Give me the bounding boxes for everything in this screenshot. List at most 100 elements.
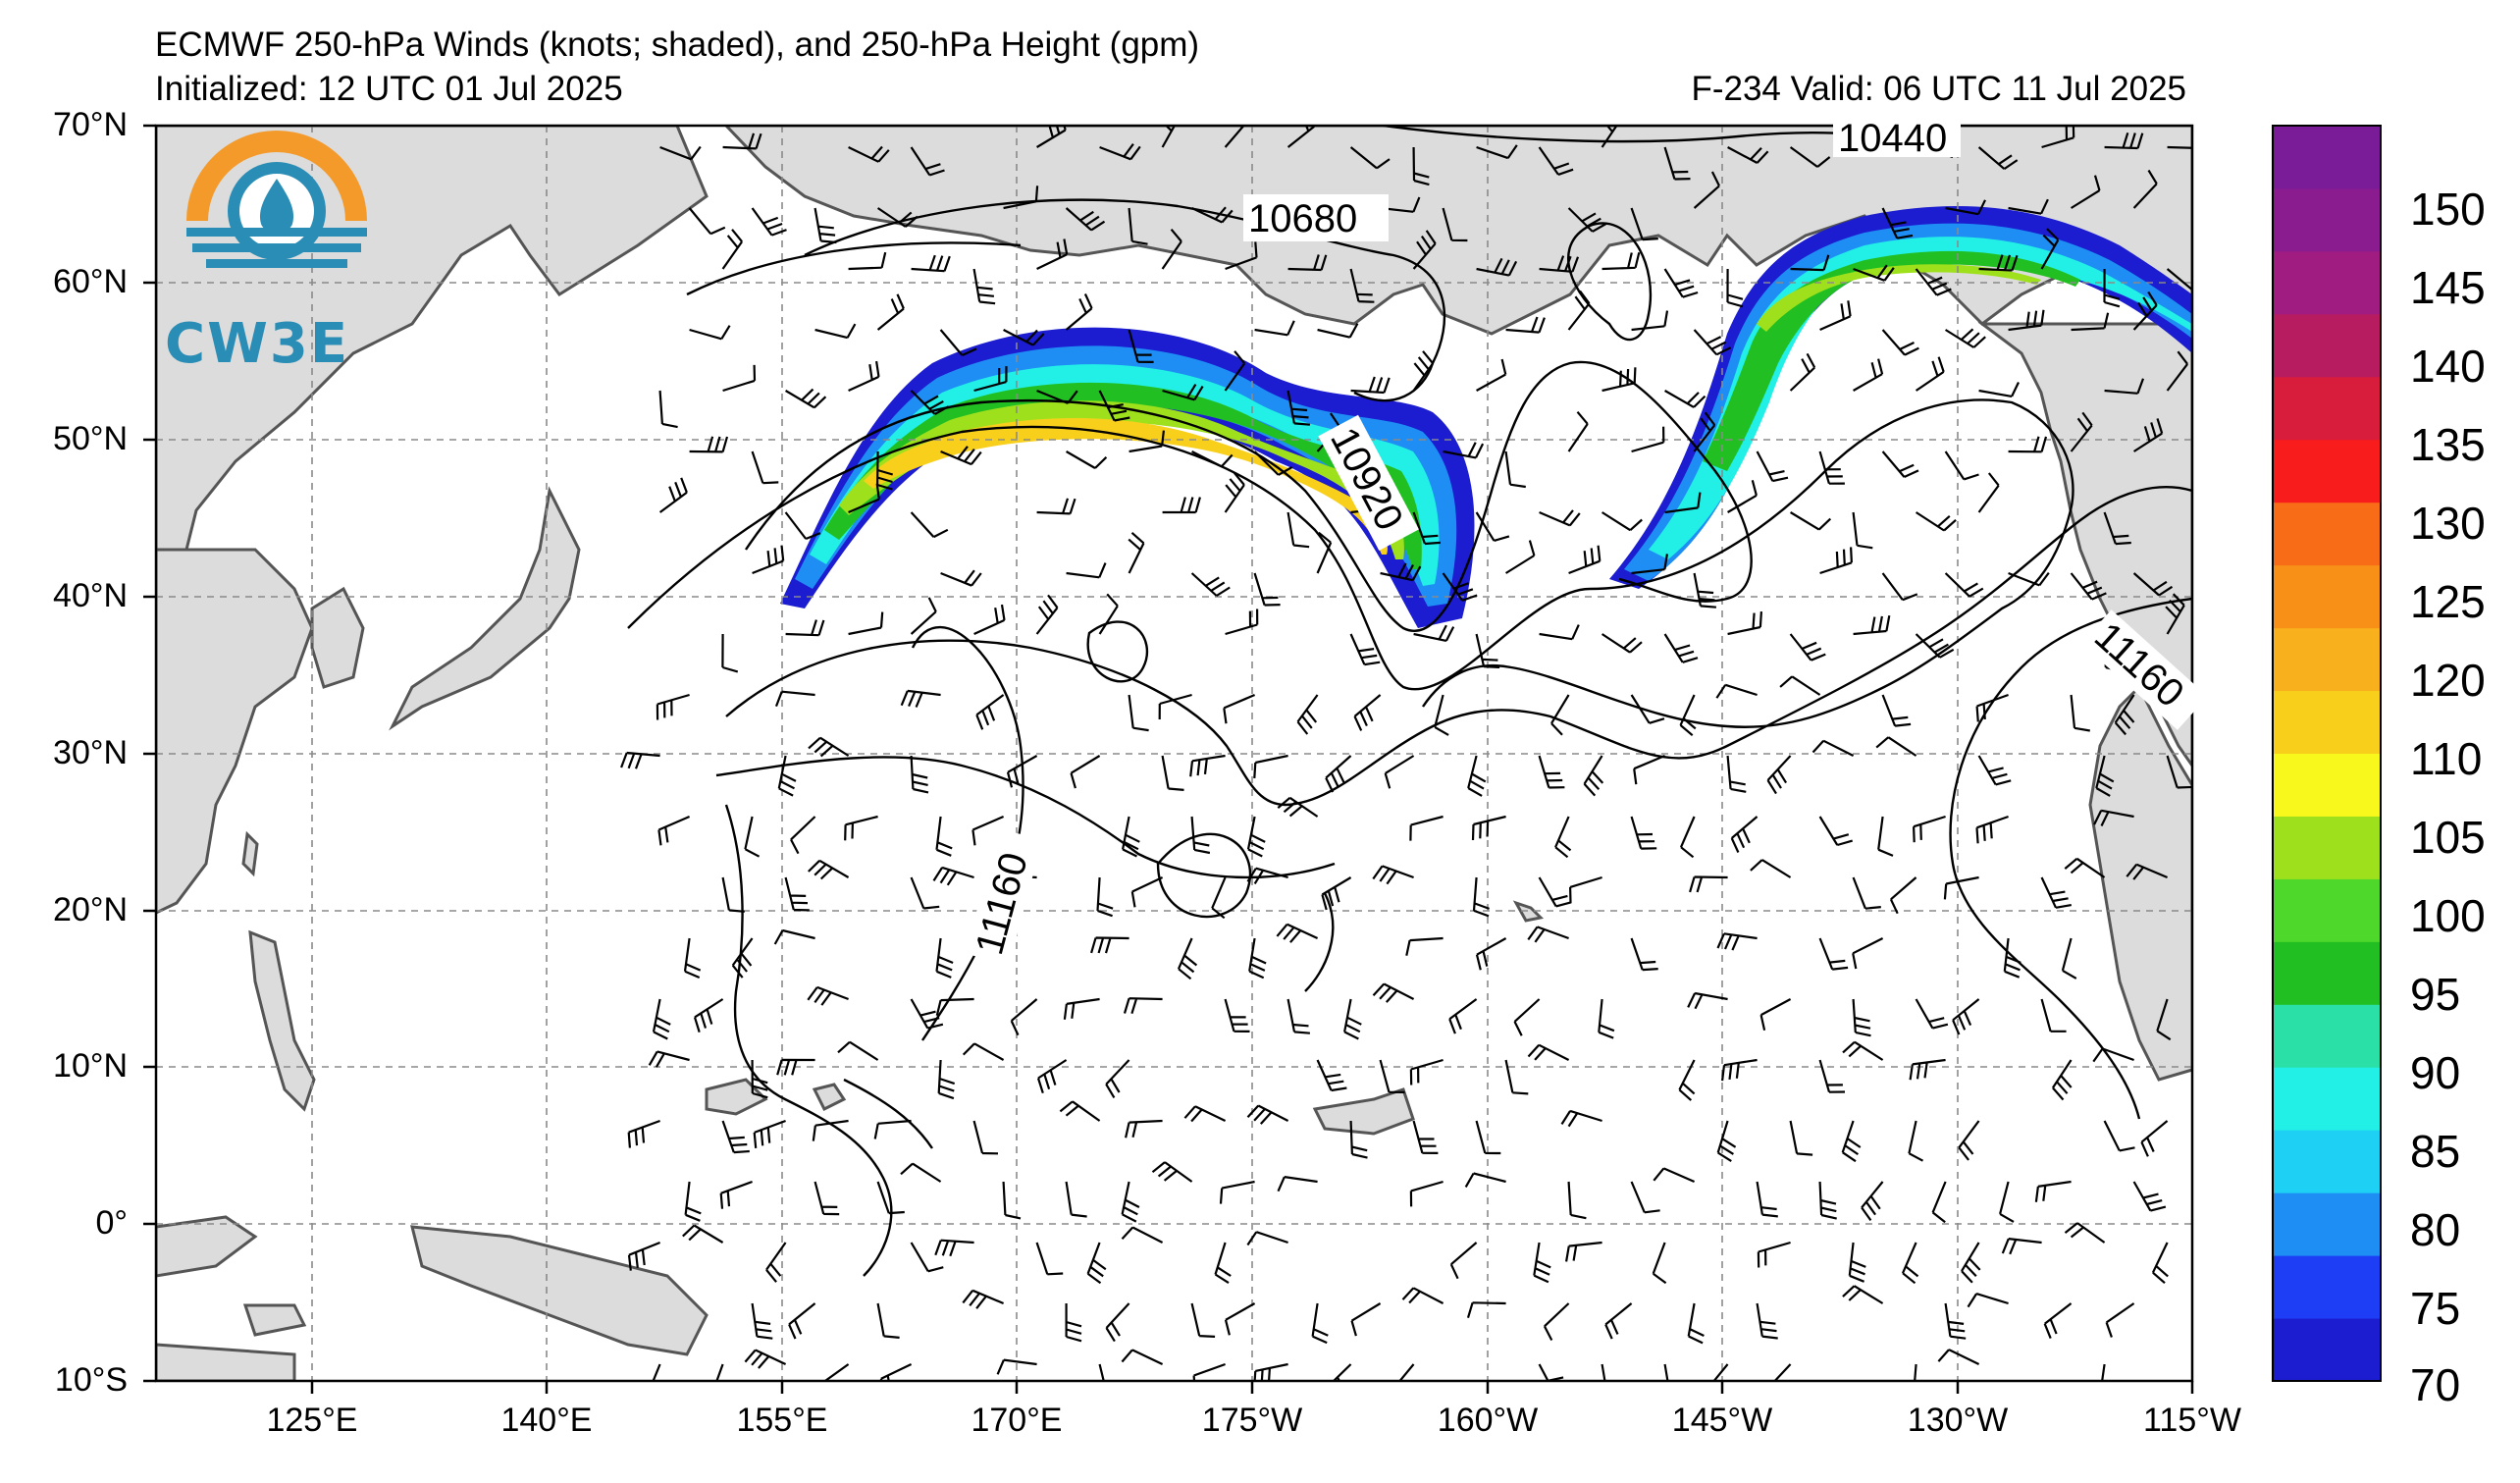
wind-barb (932, 866, 974, 886)
wind-barb (790, 816, 816, 855)
wind-barb (1412, 146, 1430, 186)
map-frame (154, 124, 2194, 1383)
wind-barb (1958, 1120, 1980, 1161)
wind-barb (1853, 264, 1895, 282)
wind-barb (1287, 254, 1328, 272)
colorbar-frame (2272, 125, 2382, 1382)
wind-barb (2043, 1302, 2073, 1340)
wind-barb (2103, 1120, 2135, 1152)
wind-barb (1505, 316, 1546, 334)
wind-barb (1901, 1242, 1919, 1285)
wind-barb (1059, 1100, 1101, 1122)
lon-label: 170°E (971, 1402, 1063, 1439)
wind-barb (1321, 876, 1352, 911)
wind-barb (876, 1181, 905, 1215)
colorbar-swatch (2273, 564, 2381, 629)
colorbar-label: 80 (2410, 1204, 2461, 1255)
wind-barb (2040, 228, 2060, 270)
wind-barb (648, 1050, 690, 1068)
wind-barb (1630, 694, 1665, 724)
wind-barb (848, 251, 887, 271)
wind-barb (910, 390, 950, 415)
wind-barb (1412, 1120, 1439, 1154)
wind-barb (1630, 1181, 1660, 1214)
wind-barb (1952, 998, 1980, 1035)
colorbar (2273, 126, 2381, 1382)
wind-barb (1539, 624, 1580, 641)
wind-barb (2166, 268, 2192, 291)
contour-label: 10440 (1838, 117, 1947, 160)
wind-barb (1349, 268, 1375, 303)
wind-barb (1476, 144, 1518, 160)
wind-barb (1380, 562, 1422, 582)
wind-barb (1567, 207, 1607, 233)
wind-barb (814, 207, 837, 244)
wind-barb (689, 436, 729, 453)
wind-barb (659, 145, 702, 161)
wind-barb (1687, 991, 1728, 1010)
wind-barb (1915, 998, 1949, 1030)
wind-barb (1750, 859, 1792, 878)
wind-barb (1915, 633, 1955, 659)
wind-barb (1944, 450, 1979, 481)
wind-barb (1790, 511, 1832, 531)
wind-barb (731, 937, 754, 979)
wind-barb (1693, 411, 1716, 452)
wind-barb (2008, 198, 2049, 215)
wind-barb (1504, 1059, 1529, 1095)
lon-label: 140°E (500, 1402, 593, 1439)
wind-barb (1693, 329, 1732, 356)
wind-barb (1881, 572, 1918, 602)
wind-barb (1412, 350, 1435, 392)
wind-barb (1766, 755, 1792, 795)
wind-barb (1286, 126, 1316, 148)
wind-barb (1712, 1363, 1729, 1381)
wind-barb (1727, 480, 1758, 513)
wind-barb (658, 390, 678, 429)
wind-barb (693, 998, 724, 1033)
colorbar-label: 75 (2410, 1283, 2461, 1334)
lon-label: 115°W (2143, 1402, 2241, 1439)
wind-barb (876, 293, 905, 331)
wind-barb (1881, 694, 1912, 727)
wind-barb (814, 323, 857, 340)
wind-barb (1881, 207, 1914, 239)
lon-label: 130°W (1907, 1402, 2009, 1439)
wind-barb (1631, 426, 1665, 453)
wind-barb (1852, 876, 1881, 910)
wind-barb (1663, 268, 1699, 298)
wind-barb (2132, 572, 2174, 597)
wind-barb (1652, 1242, 1667, 1285)
wind-barb (1653, 1167, 1696, 1184)
wind-barb (1105, 1059, 1130, 1098)
wind-barb (1161, 126, 1177, 148)
wind-barb (1721, 1058, 1758, 1082)
wind-barb (971, 815, 1005, 846)
height-contours (156, 126, 2192, 1277)
wind-barb (1128, 531, 1145, 574)
wind-barb (1448, 998, 1478, 1034)
colorbar-label: 85 (2410, 1126, 2461, 1177)
lat-label: 0° (95, 1204, 128, 1242)
wind-barb (873, 1119, 912, 1139)
wind-barb (1601, 126, 1618, 148)
wind-barb (1977, 472, 2000, 513)
wind-barb (1631, 554, 1668, 575)
wind-barb (1663, 633, 1699, 663)
wind-barb (627, 1241, 660, 1271)
lat-label: 30°N (53, 734, 128, 771)
wind-barb (1472, 876, 1490, 918)
wind-barb (1978, 382, 2020, 397)
wind-barb (751, 450, 779, 485)
wind-barb (1527, 1043, 1570, 1061)
wind-barb (721, 876, 745, 913)
wind-barb (1533, 1242, 1551, 1284)
wind-barb (935, 816, 953, 857)
wind-barb (682, 1224, 724, 1244)
wind-barb (910, 597, 937, 635)
wind-barb (1466, 1301, 1506, 1319)
wind-barb (751, 1302, 773, 1340)
wind-barb (1842, 1285, 1884, 1304)
wind-barb (1384, 755, 1415, 789)
wind-barb (1818, 1059, 1846, 1093)
